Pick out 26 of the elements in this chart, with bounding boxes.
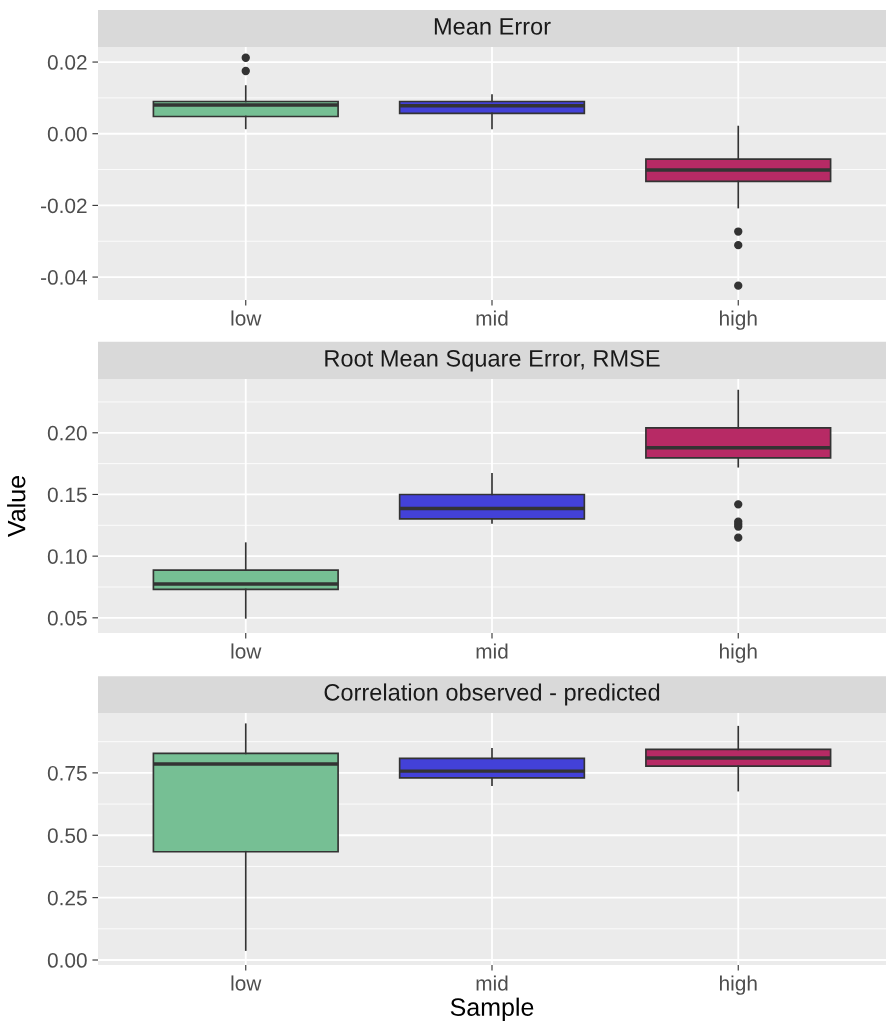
- x-tick-label: low: [231, 975, 262, 991]
- y-tick-label: -0.04: [41, 270, 87, 285]
- chart-title: Mean Error: [434, 18, 551, 35]
- y-tick-label: 0.00: [47, 126, 87, 142]
- y-tick-label: 0.50: [47, 828, 87, 844]
- y-tick-label: 0.20: [47, 425, 87, 441]
- y-tick-label: 0.25: [47, 890, 87, 906]
- x-tick-label: mid: [476, 310, 508, 326]
- y-tick-label: 0.10: [47, 549, 87, 564]
- x-tick-label: mid: [476, 643, 508, 659]
- x-tick-label: low: [231, 310, 262, 326]
- chart-title: Root Mean Square Error, RMSE: [325, 350, 660, 372]
- x-axis-title: Sample: [450, 997, 534, 1021]
- x-tick-label: high: [720, 643, 757, 663]
- y-tick-label: -0.02: [41, 198, 87, 214]
- y-tick-label: 0.05: [47, 610, 87, 626]
- x-tick-label: high: [720, 975, 757, 995]
- y-tick-label: 0.02: [47, 55, 87, 70]
- y-tick-label: 0.75: [47, 765, 87, 781]
- y-axis-title: Value: [7, 476, 26, 537]
- x-tick-label: high: [720, 310, 757, 330]
- y-tick-label: 0.00: [47, 953, 87, 968]
- y-tick-label: 0.15: [47, 487, 87, 503]
- chart-title: Correlation observed - predicted: [324, 683, 660, 706]
- x-tick-label: mid: [476, 975, 508, 991]
- x-tick-label: low: [231, 643, 262, 659]
